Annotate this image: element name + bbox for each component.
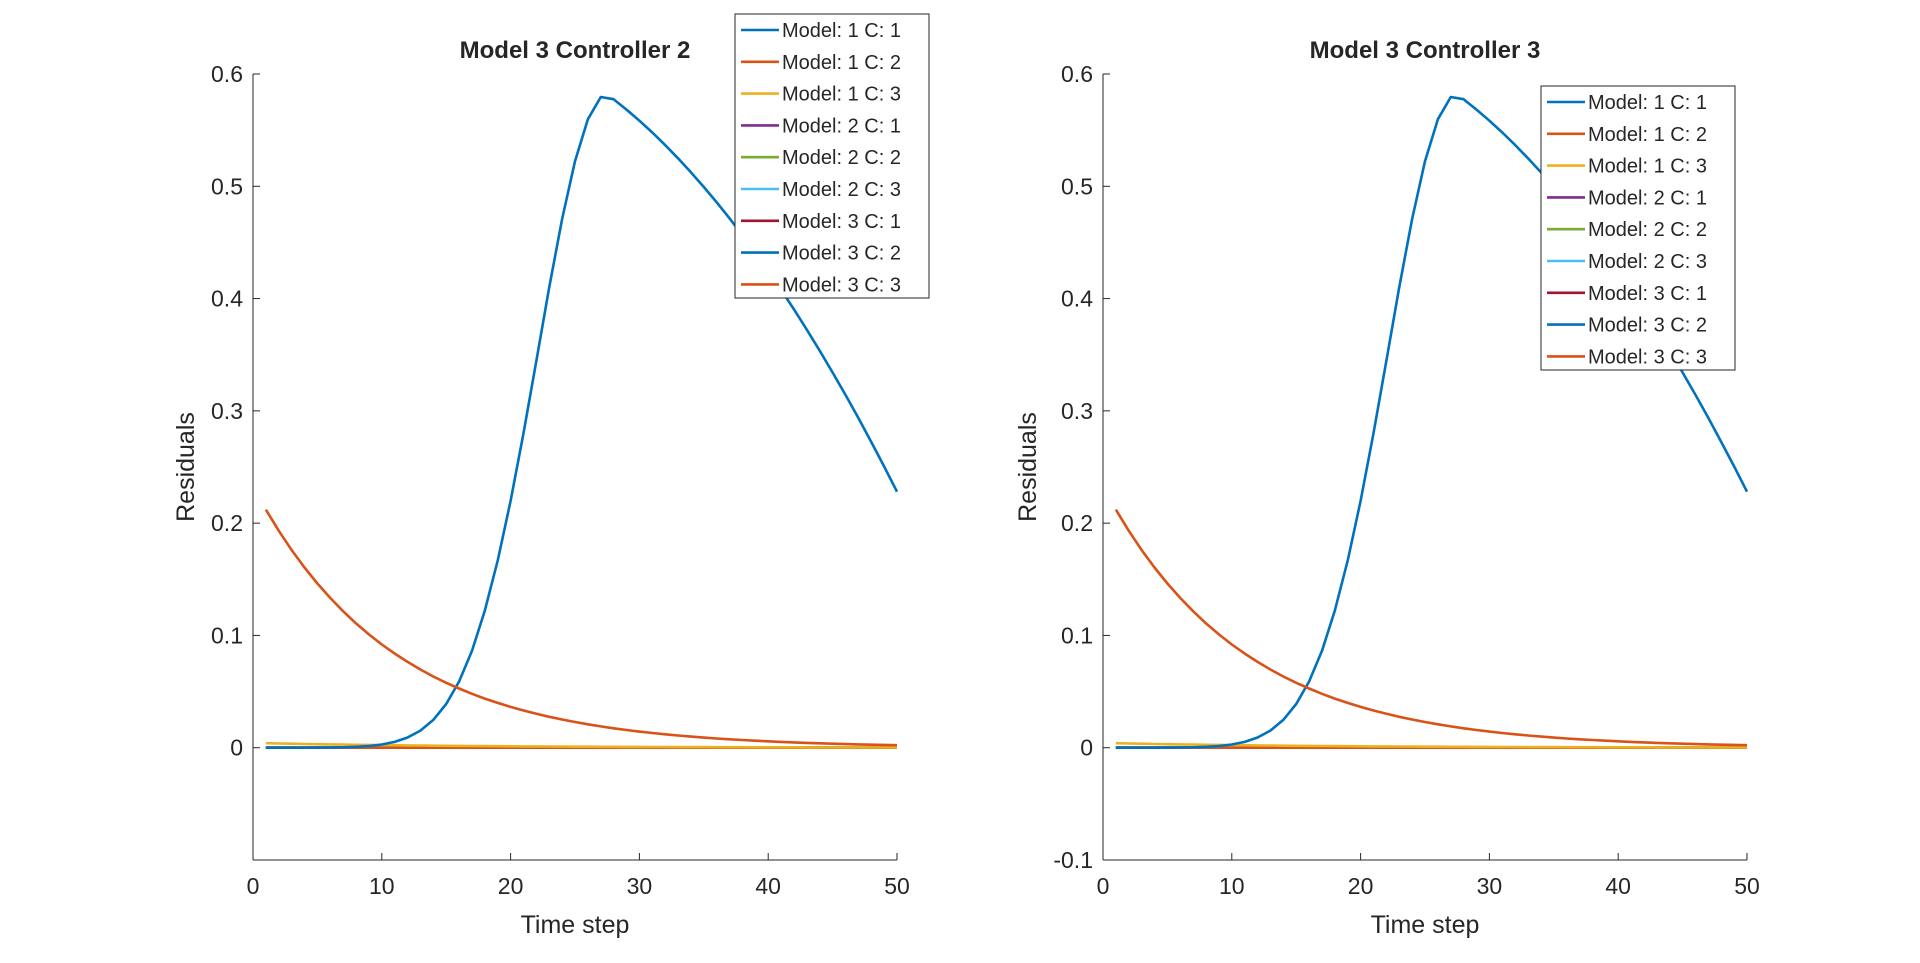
x-axis-label: Time step <box>521 911 630 939</box>
legend-entry: Model: 1 C: 2 <box>1588 124 1707 146</box>
y-tick-label: 0 <box>1080 735 1093 761</box>
y-tick-label: 0.4 <box>1061 286 1093 312</box>
y-tick-label: 0.1 <box>211 622 243 648</box>
x-tick-label: 40 <box>755 873 781 899</box>
y-tick-label: 0.2 <box>1061 510 1093 536</box>
y-tick-label: 0.6 <box>1061 61 1093 87</box>
y-tick-label: 0.5 <box>211 173 243 199</box>
legend-entry: Model: 3 C: 1 <box>782 211 901 233</box>
y-tick-label: 0.3 <box>211 398 243 424</box>
y-tick-label: 0.6 <box>211 61 243 87</box>
y-axis-label: Residuals <box>1014 412 1042 522</box>
series-line <box>265 95 899 750</box>
legend-entry: Model: 3 C: 2 <box>782 243 901 265</box>
legend-entry: Model: 1 C: 1 <box>1588 92 1707 114</box>
x-tick-label: 0 <box>247 873 260 899</box>
legend-entry: Model: 3 C: 1 <box>1588 283 1707 305</box>
legend-entry: Model: 3 C: 3 <box>782 274 901 296</box>
x-tick-label: 50 <box>884 873 910 899</box>
y-tick-label: -0.1 <box>1053 847 1093 873</box>
x-tick-label: 30 <box>627 873 653 899</box>
y-tick-label: 0 <box>230 735 243 761</box>
series-line <box>1114 509 1748 747</box>
legend-entry: Model: 2 C: 3 <box>782 179 901 201</box>
legend-entry: Model: 2 C: 2 <box>782 147 901 169</box>
legend: Model: 1 C: 1 Model: 1 C: 2 Model: 1 C: 3 M… <box>734 13 930 299</box>
series-line <box>264 509 898 747</box>
legend-entry: Model: 1 C: 2 <box>782 52 901 74</box>
y-tick-label: 0.3 <box>1061 398 1093 424</box>
legend-entry: Model: 2 C: 1 <box>1588 187 1707 209</box>
subplot-left: 0 10 20 30 40 50 0 0.1 0.2 0.3 0.4 0.5 0.6 Time step R… <box>172 13 930 939</box>
y-tick-label: 0.5 <box>1061 173 1093 199</box>
x-tick-label: 0 <box>1097 873 1110 899</box>
legend-entry: Model: 1 C: 1 <box>782 20 901 42</box>
legend-entry: Model: 2 C: 1 <box>782 115 901 137</box>
x-tick-label: 30 <box>1477 873 1503 899</box>
x-tick-label: 10 <box>369 873 395 899</box>
x-tick-label: 50 <box>1734 873 1760 899</box>
y-tick-label: 0.1 <box>1061 622 1093 648</box>
legend-entry: Model: 2 C: 2 <box>1588 219 1707 241</box>
legend-entry: Model: 1 C: 3 <box>1588 156 1707 178</box>
x-tick-label: 10 <box>1219 873 1245 899</box>
legend-entry: Model: 3 C: 3 <box>1588 346 1707 368</box>
y-tick-label: 0.2 <box>211 510 243 536</box>
y-axis-label: Residuals <box>172 412 200 522</box>
legend-entry: Model: 1 C: 3 <box>782 84 901 106</box>
legend-entry: Model: 3 C: 2 <box>1588 315 1707 337</box>
y-tick-label: 0.4 <box>211 286 243 312</box>
chart-title: Model 3 Controller 3 <box>1310 37 1541 64</box>
legend-entry: Model: 2 C: 3 <box>1588 251 1707 273</box>
x-tick-label: 20 <box>498 873 524 899</box>
legend: Model: 1 C: 1 Model: 1 C: 2 Model: 1 C: 3 M… <box>1540 85 1736 371</box>
x-axis-label: Time step <box>1371 911 1480 939</box>
chart-title: Model 3 Controller 2 <box>460 37 691 64</box>
x-tick-label: 40 <box>1605 873 1631 899</box>
x-tick-label: 20 <box>1348 873 1374 899</box>
